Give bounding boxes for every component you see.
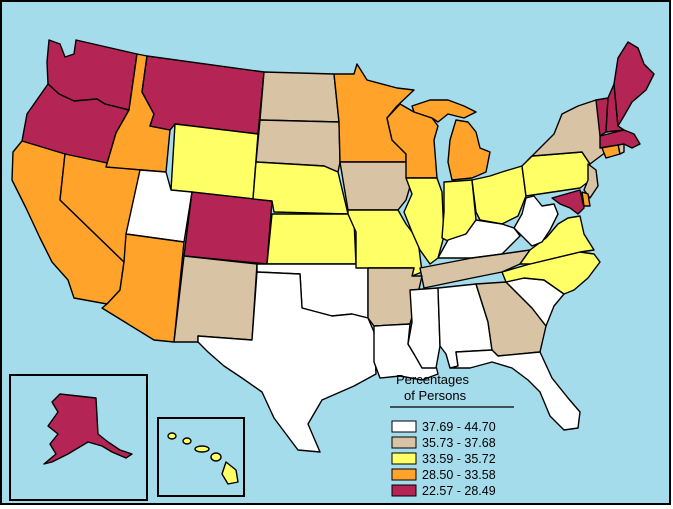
state-alaska xyxy=(43,393,133,465)
state-north-dakota xyxy=(259,71,340,123)
legend-title-line2: of Persons xyxy=(404,388,467,403)
state-hawaii xyxy=(167,432,239,485)
state-kansas xyxy=(266,213,357,265)
state-nebraska xyxy=(252,161,349,215)
legend-label-4: 28.50 - 33.58 xyxy=(422,468,496,482)
state-massachusetts xyxy=(599,129,641,149)
state-michigan-lower xyxy=(447,119,491,181)
legend-swatch-1 xyxy=(391,420,417,433)
state-florida xyxy=(449,349,581,431)
state-illinois xyxy=(403,177,445,265)
state-maine xyxy=(613,41,655,127)
legend-label-5: 22.57 - 28.49 xyxy=(422,484,496,498)
legend-label-1: 37.69 - 44.70 xyxy=(422,420,496,434)
state-wyoming xyxy=(170,123,259,200)
legend-label-2: 35.73 - 37.68 xyxy=(422,436,496,450)
state-maryland xyxy=(551,189,585,215)
state-new-mexico xyxy=(173,255,258,343)
hawaii-inset-frame xyxy=(157,417,245,497)
state-montana xyxy=(141,55,265,135)
state-texas xyxy=(197,271,377,453)
legend-title-line1: Percentages xyxy=(396,372,469,387)
legend: Percentages of Persons 37.69 - 44.70 35.… xyxy=(390,372,514,498)
state-colorado xyxy=(183,191,273,265)
state-michigan-upper xyxy=(411,99,477,123)
state-west-virginia xyxy=(513,195,559,247)
state-arizona xyxy=(101,233,185,343)
legend-label-3: 33.59 - 35.72 xyxy=(422,452,496,466)
legend-swatch-5 xyxy=(391,484,417,497)
state-iowa xyxy=(339,161,413,211)
state-wisconsin xyxy=(386,103,439,179)
legend-swatch-4 xyxy=(391,468,417,481)
state-new-hampshire xyxy=(605,83,625,133)
state-ohio xyxy=(471,165,527,225)
state-new-jersey xyxy=(583,163,599,199)
state-delaware xyxy=(581,191,591,207)
legend-swatch-3 xyxy=(391,452,417,465)
legend-swatch-2 xyxy=(391,436,417,449)
